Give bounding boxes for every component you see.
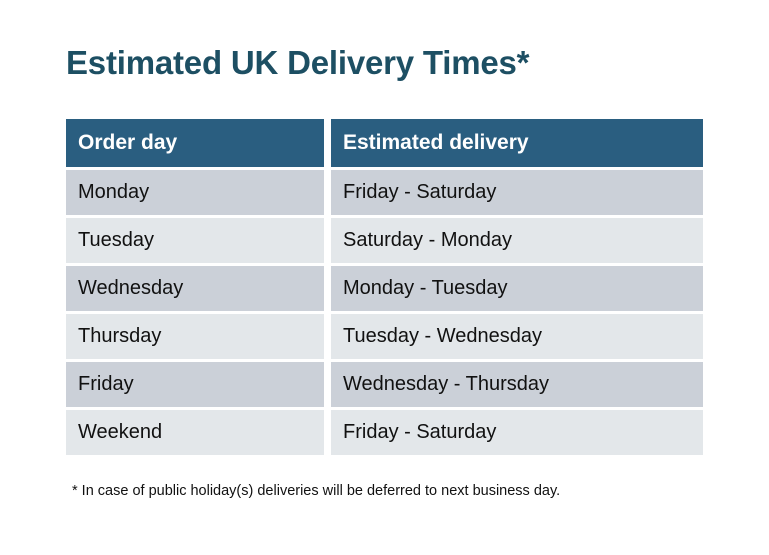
- cell-estimated-delivery: Wednesday - Thursday: [331, 362, 703, 407]
- table-row: Wednesday Monday - Tuesday: [66, 266, 703, 311]
- cell-estimated-delivery: Friday - Saturday: [331, 410, 703, 455]
- table-row: Friday Wednesday - Thursday: [66, 362, 703, 407]
- cell-estimated-delivery: Friday - Saturday: [331, 170, 703, 215]
- cell-estimated-delivery: Monday - Tuesday: [331, 266, 703, 311]
- table-row: Weekend Friday - Saturday: [66, 410, 703, 455]
- delivery-times-table: Order day Estimated delivery Monday Frid…: [66, 119, 703, 455]
- cell-order-day: Tuesday: [66, 218, 324, 263]
- table-row: Thursday Tuesday - Wednesday: [66, 314, 703, 359]
- table-header-row: Order day Estimated delivery: [66, 119, 703, 167]
- table-row: Tuesday Saturday - Monday: [66, 218, 703, 263]
- cell-estimated-delivery: Saturday - Monday: [331, 218, 703, 263]
- cell-order-day: Weekend: [66, 410, 324, 455]
- column-header-estimated-delivery: Estimated delivery: [331, 119, 703, 167]
- footnote: * In case of public holiday(s) deliverie…: [72, 483, 561, 499]
- page-title: Estimated UK Delivery Times*: [66, 44, 530, 81]
- cell-estimated-delivery: Tuesday - Wednesday: [331, 314, 703, 359]
- table-row: Monday Friday - Saturday: [66, 170, 703, 215]
- cell-order-day: Friday: [66, 362, 324, 407]
- cell-order-day: Wednesday: [66, 266, 324, 311]
- cell-order-day: Thursday: [66, 314, 324, 359]
- cell-order-day: Monday: [66, 170, 324, 215]
- column-header-order-day: Order day: [66, 119, 324, 167]
